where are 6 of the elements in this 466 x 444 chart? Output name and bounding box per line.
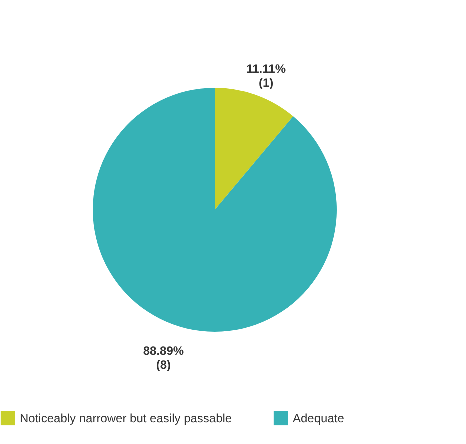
pie-slice <box>215 88 294 210</box>
legend-label: Adequate <box>293 411 345 426</box>
pie-slice <box>93 88 337 332</box>
data-label: 88.89% (8) <box>143 344 184 372</box>
data-label: 11.11% (1) <box>246 62 286 90</box>
legend-label: Noticeably narrower but easily passable <box>20 411 232 426</box>
